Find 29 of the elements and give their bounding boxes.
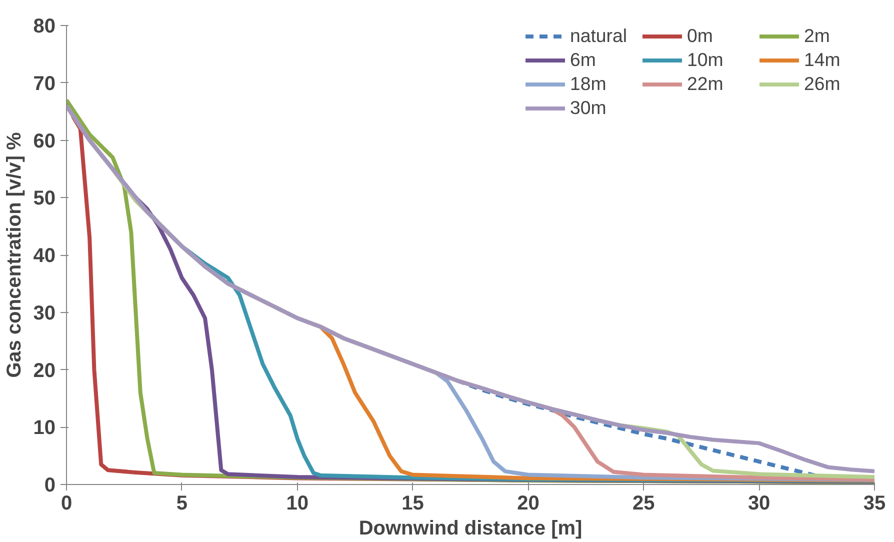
x-tick-label: 25 — [632, 492, 655, 514]
legend-label: 18m — [570, 73, 608, 95]
y-tick-label: 30 — [33, 302, 56, 324]
x-tick-label: 35 — [863, 492, 886, 514]
y-tick-label: 10 — [33, 417, 56, 440]
x-tick-label: 0 — [60, 492, 72, 514]
legend-label: 22m — [687, 73, 724, 95]
y-tick-label: 80 — [33, 16, 56, 38]
x-tick-label: 5 — [176, 492, 188, 514]
x-tick-label: 10 — [286, 492, 308, 514]
y-axis-title: Gas concentration [v/v] % — [3, 132, 26, 378]
y-tick-label: 60 — [33, 130, 56, 152]
y-tick-label: 0 — [44, 474, 56, 496]
y-tick-label: 50 — [33, 188, 56, 210]
legend-label: 14m — [804, 49, 842, 71]
legend-label: 0m — [687, 25, 714, 47]
x-tick-label: 15 — [402, 492, 424, 514]
legend-label: 30m — [570, 97, 608, 119]
legend-label: 26m — [804, 73, 842, 95]
legend-label: 6m — [570, 49, 597, 71]
y-tick-label: 40 — [33, 245, 56, 267]
x-tick-label: 20 — [517, 492, 540, 514]
legend-label: natural — [570, 25, 628, 47]
legend-label: 10m — [687, 49, 724, 71]
x-axis-title: Downwind distance [m] — [358, 518, 582, 540]
legend-label: 2m — [804, 25, 831, 47]
x-tick-label: 30 — [748, 492, 770, 514]
y-tick-label: 70 — [33, 72, 56, 95]
y-tick-label: 20 — [33, 360, 56, 382]
